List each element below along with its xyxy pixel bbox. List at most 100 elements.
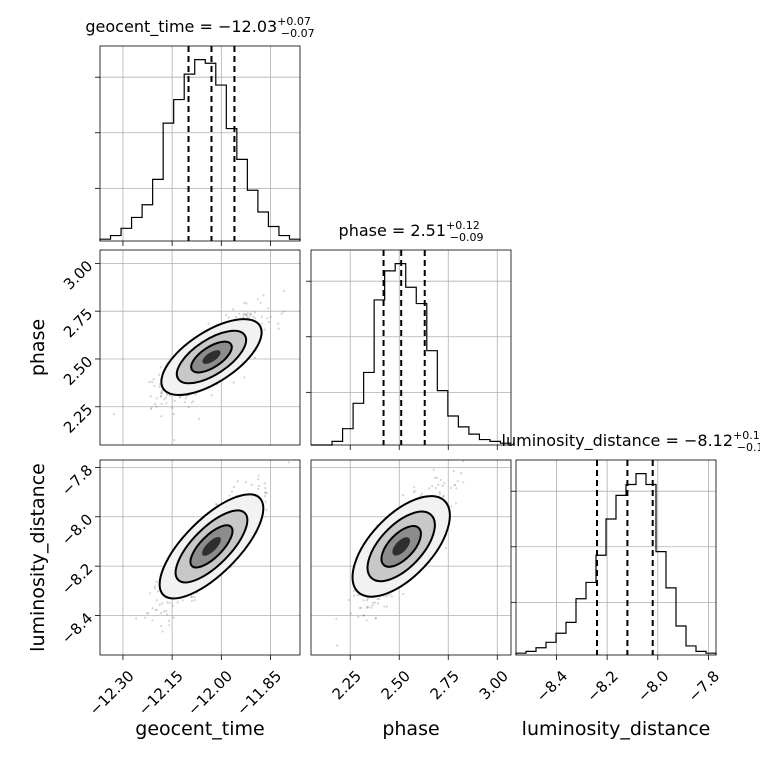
scatter-point <box>151 607 154 610</box>
density-contours <box>158 493 265 600</box>
scatter-point <box>269 315 272 318</box>
hist-grid <box>516 460 716 655</box>
scatter-point <box>428 487 431 490</box>
contour-level-4 <box>202 536 221 556</box>
scatter-point <box>263 328 266 331</box>
scatter-point <box>153 384 156 387</box>
scatter-point <box>166 613 169 616</box>
x-axis-label-geocent_time: geocent_time <box>135 718 264 740</box>
scatter-point <box>158 385 161 389</box>
x-tick-label: −11.85 <box>233 667 285 719</box>
scatter-point <box>190 401 193 404</box>
scatter-point <box>357 615 360 618</box>
hist-x-ticks <box>122 241 271 246</box>
scatter-point <box>143 616 146 619</box>
scatter-point <box>161 602 164 605</box>
scatter-point <box>149 407 152 410</box>
scatter-point <box>232 308 235 311</box>
scatter-point <box>462 460 465 463</box>
scatter-point <box>159 366 162 369</box>
scatter-point <box>442 494 445 498</box>
scatter-point <box>242 312 245 315</box>
scatter-point <box>366 605 369 608</box>
scatter-point <box>454 502 458 505</box>
scatter-point <box>412 491 415 494</box>
title-sub: −0.07 <box>281 27 315 40</box>
scatter-point <box>439 478 442 482</box>
scatter-point <box>438 491 441 494</box>
scatter-point <box>246 316 249 319</box>
scatter-point <box>232 485 236 489</box>
contour-level-4 <box>392 537 411 556</box>
scatter-point <box>264 487 267 490</box>
scatter-point <box>455 487 458 490</box>
title-main: phase = 2.51 <box>339 221 446 240</box>
scatter-point <box>441 484 444 487</box>
scatter-point <box>449 486 452 490</box>
x-tick-label: 2.25 <box>329 667 365 703</box>
scatter-point <box>257 487 260 490</box>
scatter-point <box>389 593 392 596</box>
scatter-point <box>164 396 167 399</box>
scatter-point <box>178 396 181 399</box>
scatter-point <box>335 617 338 621</box>
scatter-point <box>155 397 158 400</box>
scatter-point <box>160 624 163 628</box>
scatter-point <box>435 476 438 479</box>
title-geocent_time: geocent_time = −12.03+0.07 −0.07 <box>85 15 314 40</box>
panel-grid <box>100 460 300 655</box>
scatter-point <box>438 493 441 496</box>
scatter-point <box>347 598 350 602</box>
scatter-point <box>165 609 168 613</box>
scatter-point <box>257 478 260 481</box>
scatter-point <box>259 301 262 304</box>
scatter-point <box>159 395 162 398</box>
scatter-point <box>460 472 463 475</box>
x-axis-label-phase: phase <box>382 718 439 740</box>
scatter-point <box>172 616 175 619</box>
scatter-point <box>190 595 193 598</box>
scatter-point <box>215 502 218 506</box>
scatter-point <box>257 474 260 477</box>
x-tick-label: −8.2 <box>583 667 621 705</box>
scatter-point <box>193 595 196 599</box>
scatter-point <box>432 468 435 471</box>
scatter-point <box>433 476 436 479</box>
scatter-point <box>352 589 355 593</box>
scatter-point <box>402 494 405 497</box>
scatter-point <box>260 315 263 318</box>
scatter-point <box>431 484 434 488</box>
scatter-point <box>173 399 176 402</box>
scatter-point <box>266 317 269 320</box>
scatter-point <box>277 327 280 330</box>
x-tick-label: −12.15 <box>135 667 187 719</box>
scatter-point <box>249 312 252 315</box>
y-axis-luminosity_distance: −8.4 −8.2 −8.0 −7.8 luminosity_distance <box>27 461 100 652</box>
histogram-geocent_time <box>99 59 301 241</box>
title-sub: −0.12 <box>737 441 760 454</box>
scatter-point <box>252 315 255 318</box>
scatter-panel-phase-luminosity_distance <box>310 459 512 656</box>
scatter-point <box>228 494 231 497</box>
scatter-point <box>242 313 245 316</box>
scatter-point <box>378 597 381 600</box>
scatter-point <box>184 397 187 400</box>
scatter-point <box>454 483 457 486</box>
scatter-point <box>442 495 445 498</box>
contour-level-4 <box>202 350 221 364</box>
y-tick-label: 2.75 <box>60 305 96 341</box>
panel-frame <box>99 45 301 242</box>
scatter-point <box>158 383 161 386</box>
scatter-point <box>443 482 446 485</box>
scatter-point <box>166 393 169 397</box>
y-axis-phase: 2.25 2.50 2.75 3.00 phase <box>27 257 100 437</box>
scatter-point <box>172 413 175 416</box>
scatter-point <box>207 322 210 325</box>
scatter-point <box>362 614 365 617</box>
hist-grid <box>311 250 511 445</box>
y-tick-label: 3.00 <box>60 257 96 293</box>
scatter-point <box>244 313 247 316</box>
scatter-point <box>149 395 152 398</box>
title-sup: +0.12 <box>446 219 480 232</box>
